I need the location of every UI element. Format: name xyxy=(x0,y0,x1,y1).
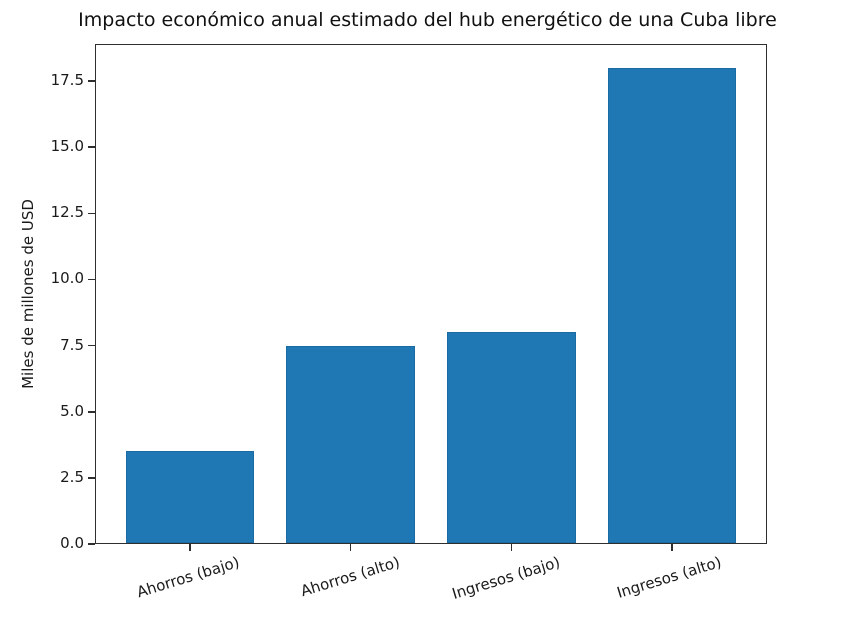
x-tick-mark xyxy=(349,544,352,551)
y-tick-mark xyxy=(88,543,95,545)
bar xyxy=(607,67,737,543)
y-tick-mark xyxy=(88,344,95,347)
bar xyxy=(447,332,576,543)
y-tick-label: 0.0 xyxy=(60,534,84,552)
x-tick-mark xyxy=(510,544,513,551)
y-tick-mark xyxy=(88,80,95,82)
x-tick-label: Ahorros (alto) xyxy=(298,553,402,601)
y-tick-mark xyxy=(88,410,95,413)
x-tick-label: Ingresos (alto) xyxy=(614,553,724,602)
y-tick-label: 12.5 xyxy=(50,203,84,222)
y-tick-label: 5.0 xyxy=(60,401,84,420)
y-tick-label: 17.5 xyxy=(50,71,84,90)
y-tick-mark xyxy=(88,477,95,479)
y-axis-label: Miles de millones de USD xyxy=(18,199,37,389)
y-tick-label: 10.0 xyxy=(50,269,84,288)
bar xyxy=(286,345,415,543)
y-tick-mark xyxy=(88,146,95,148)
chart-title: Impacto económico anual estimado del hub… xyxy=(78,9,777,31)
y-tick-label: 2.5 xyxy=(60,467,84,486)
y-tick-label: 15.0 xyxy=(50,137,84,156)
y-tick-label: 7.5 xyxy=(60,335,84,354)
x-tick-mark xyxy=(671,544,673,551)
y-tick-mark xyxy=(88,278,95,281)
x-tick-label: Ingresos (bajo) xyxy=(450,553,563,603)
x-tick-label: Ahorros (bajo) xyxy=(134,553,242,602)
bar xyxy=(125,451,255,543)
x-tick-mark xyxy=(189,544,191,551)
y-tick-mark xyxy=(88,212,95,215)
